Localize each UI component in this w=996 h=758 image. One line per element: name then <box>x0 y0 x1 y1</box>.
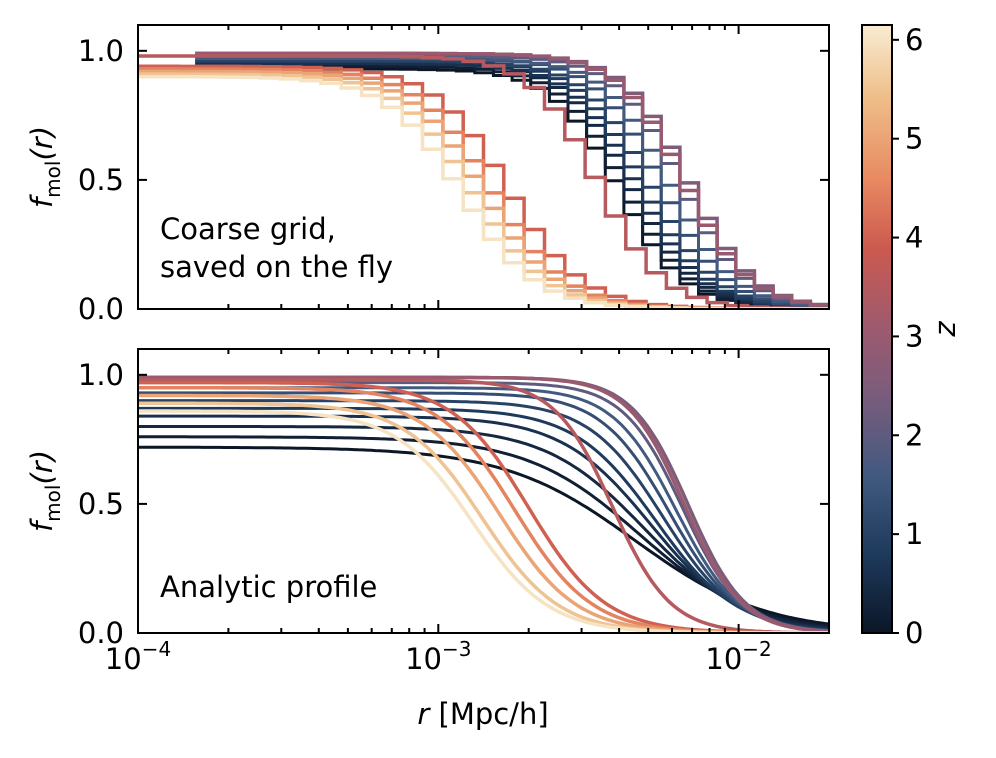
bottom-series-line-z-3 <box>138 375 829 633</box>
colorbar-gradient <box>861 24 893 634</box>
top-series-line-z-3p5 <box>138 54 829 309</box>
y-tick-label: 1.0 <box>78 358 124 392</box>
top-annotation-line-1: Coarse grid, <box>160 212 336 246</box>
top-annotation-line-2: saved on the fly <box>160 250 393 284</box>
colorbar: 0 1 2 3 4 5 6 z <box>861 23 962 650</box>
y-tick-label: 0.0 <box>78 292 124 326</box>
colorbar-tick-label: 0 <box>905 616 923 650</box>
top-series-line-z-3 <box>195 51 829 307</box>
x-axis-label: r [Mpc/h] <box>417 697 548 731</box>
top-y-axis-label: fmol(r) <box>25 126 65 208</box>
x-tick-label: 10−4 <box>105 637 171 676</box>
top-panel: 0.00.51.0 Coarse grid, saved on the fly … <box>25 24 830 326</box>
bottom-y-axis-label: fmol(r) <box>25 450 65 532</box>
x-tick-label: 10−3 <box>405 637 471 676</box>
bottom-series-line-z-1p3 <box>138 391 829 633</box>
bottom-ticks: 10−4 10−3 10−2 0.0 0.5 1.0 <box>78 349 830 676</box>
colorbar-tick-label: 2 <box>905 418 923 452</box>
colorbar-tick-label: 6 <box>905 23 923 57</box>
colorbar-tick-label: 5 <box>905 122 923 156</box>
colorbar-tick-label: 1 <box>905 517 923 551</box>
top-ticks: 0.0 0.5 1.0 <box>78 25 830 326</box>
y-tick-label: 0.5 <box>78 487 124 521</box>
colorbar-tick-label: 3 <box>905 319 923 353</box>
top-axes-frame <box>137 24 830 310</box>
bottom-series-line-z-3p5 <box>138 378 829 633</box>
bottom-panel: 10−4 10−3 10−2 0.0 0.5 1.0 Analytic profile f… <box>25 348 830 731</box>
bottom-axes-frame <box>137 348 830 634</box>
y-tick-label: 1.0 <box>78 34 124 68</box>
colorbar-label: z <box>928 321 962 338</box>
bottom-annotation: Analytic profile <box>160 570 377 604</box>
x-tick-label: 10−2 <box>705 637 771 676</box>
y-tick-label: 0.5 <box>78 163 124 197</box>
colorbar-tick-label: 4 <box>905 221 923 255</box>
colorbar-ticks: 0 1 2 3 4 5 6 <box>892 23 923 650</box>
y-tick-label: 0.0 <box>78 616 124 650</box>
bottom-series-line-z-0p8 <box>138 406 829 632</box>
bottom-series-line-z-1 <box>138 399 829 632</box>
